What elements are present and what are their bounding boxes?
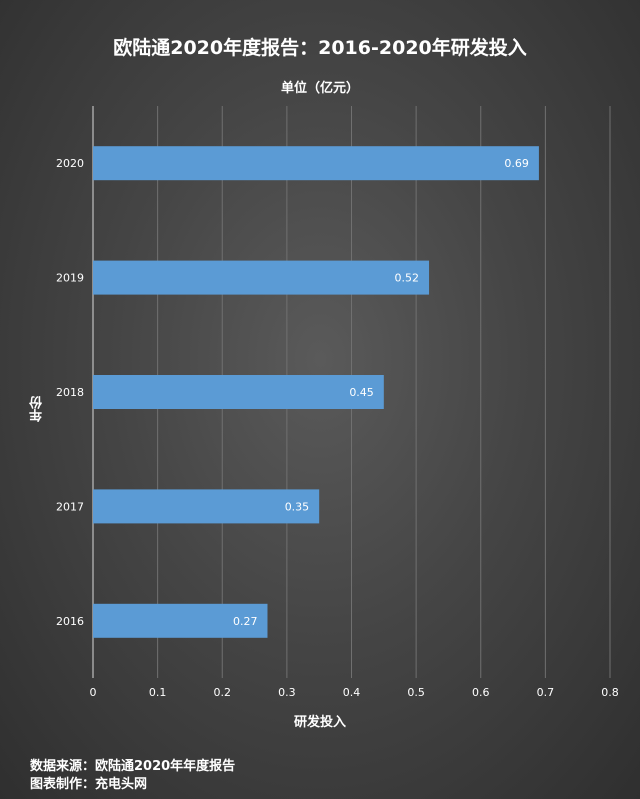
footer-maker: 图表制作：充电头网 (30, 777, 148, 792)
bar (93, 375, 384, 409)
x-tick-label: 0 (90, 686, 97, 699)
data-label: 0.35 (285, 500, 310, 513)
chart-title: 欧陆通2020年度报告：2016-2020年研发投入 (113, 37, 527, 59)
bar (93, 603, 268, 638)
data-label: 0.45 (349, 386, 374, 399)
x-tick-label: 0.6 (472, 686, 490, 699)
y-tick-label: 2019 (56, 272, 84, 285)
x-tick-label: 0.8 (601, 686, 619, 699)
x-tick-label: 0.7 (537, 686, 555, 699)
data-label: 0.69 (504, 157, 529, 170)
chart-subtitle: 单位（亿元） (280, 81, 359, 96)
x-tick-label: 0.2 (214, 686, 232, 699)
x-tick-label: 0.5 (407, 686, 425, 699)
x-axis-label: 研发投入 (293, 715, 346, 730)
x-tick-label: 0.3 (278, 686, 296, 699)
y-tick-label: 2020 (56, 157, 84, 170)
x-tick-label: 0.1 (149, 686, 167, 699)
data-label: 0.52 (395, 272, 420, 285)
y-tick-label: 2017 (56, 500, 84, 513)
bar (93, 146, 539, 181)
footer-source: 数据来源：欧陆通2020年年度报告 (30, 759, 236, 774)
y-tick-label: 2018 (56, 386, 84, 399)
y-tick-label: 2016 (56, 615, 84, 628)
data-label: 0.27 (233, 615, 258, 628)
bar (93, 260, 430, 295)
bar (93, 489, 320, 524)
x-tick-label: 0.4 (343, 686, 361, 699)
